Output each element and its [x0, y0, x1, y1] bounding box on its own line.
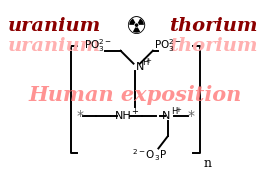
- Text: Human exposition: Human exposition: [29, 85, 242, 105]
- Text: PO$_3^{2-}$: PO$_3^{2-}$: [154, 38, 182, 54]
- Text: n: n: [203, 157, 211, 170]
- Text: *: *: [187, 109, 194, 123]
- Text: thorium: thorium: [169, 17, 258, 35]
- Text: +: +: [146, 58, 151, 64]
- Text: *: *: [77, 109, 84, 123]
- Text: uranium: uranium: [7, 37, 101, 55]
- Text: H: H: [142, 58, 148, 67]
- Text: uranium: uranium: [7, 17, 101, 35]
- Text: N: N: [161, 111, 170, 121]
- Text: thorium: thorium: [169, 37, 258, 55]
- Text: PO$_3^{2-}$: PO$_3^{2-}$: [84, 38, 111, 54]
- Text: NH: NH: [115, 111, 132, 121]
- Text: +: +: [132, 107, 139, 116]
- Text: N: N: [136, 62, 145, 72]
- Text: H: H: [171, 107, 178, 116]
- Text: +: +: [175, 107, 181, 113]
- Text: $^{2-}$O$_3$P: $^{2-}$O$_3$P: [132, 147, 167, 163]
- Text: ☢: ☢: [125, 15, 146, 39]
